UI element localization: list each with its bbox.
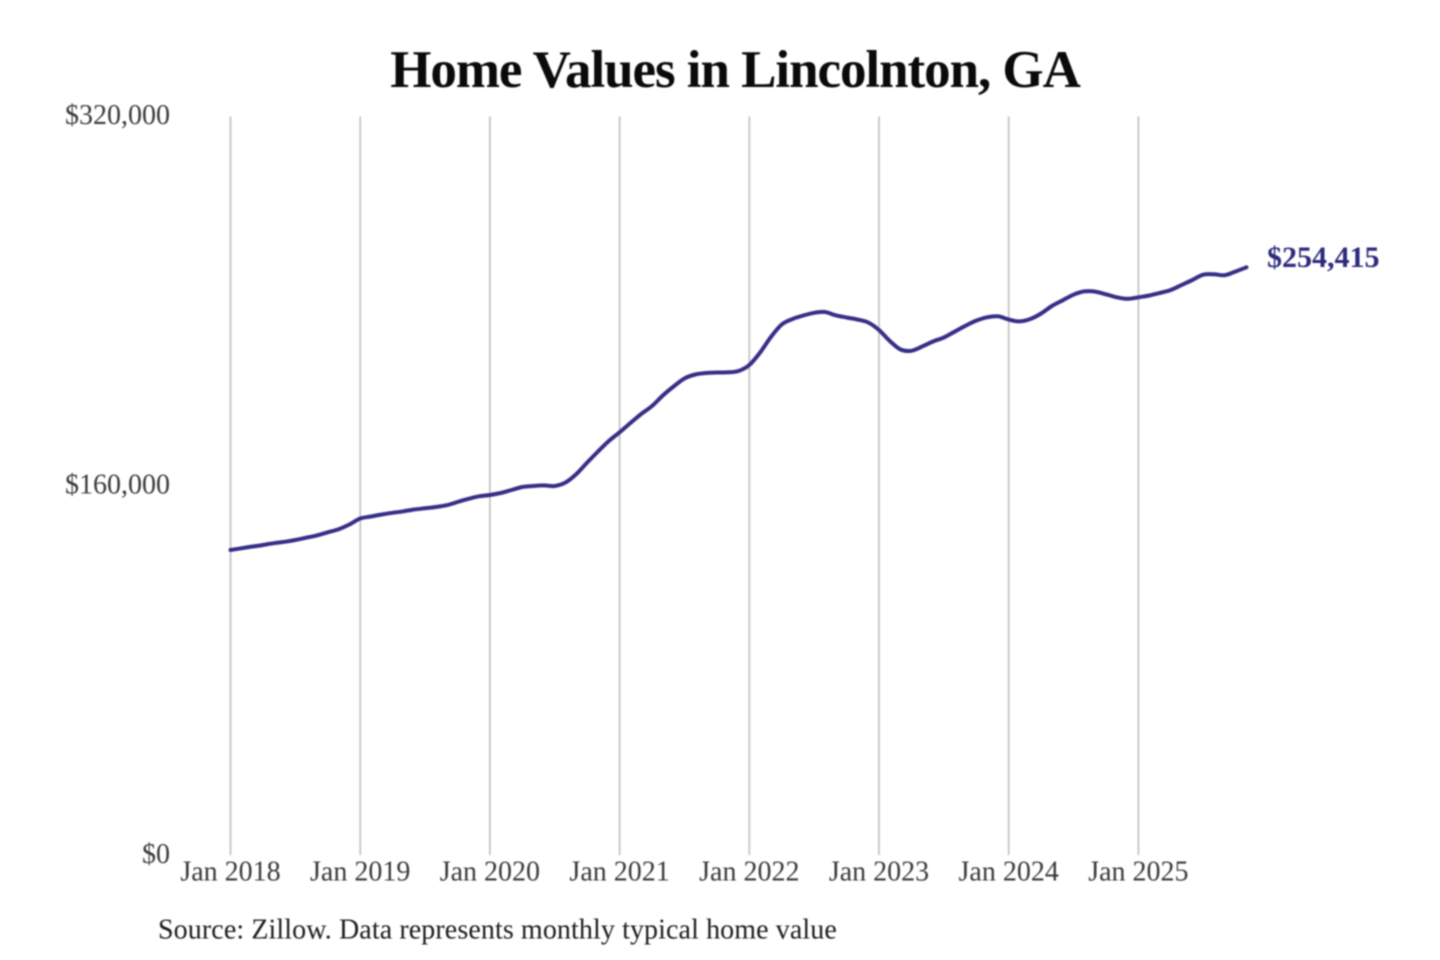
svg-text:$320,000: $320,000 (65, 100, 170, 131)
svg-text:$160,000: $160,000 (65, 470, 170, 501)
svg-text:Jan 2019: Jan 2019 (310, 857, 410, 888)
svg-text:Source: Zillow. Data represent: Source: Zillow. Data represents monthly … (158, 915, 837, 946)
svg-text:Jan 2021: Jan 2021 (569, 857, 669, 888)
svg-text:Jan 2025: Jan 2025 (1088, 857, 1188, 888)
svg-text:Jan 2024: Jan 2024 (959, 857, 1059, 888)
svg-text:Home Values in Lincolnton, GA: Home Values in Lincolnton, GA (390, 41, 1080, 99)
svg-text:Jan 2023: Jan 2023 (829, 857, 929, 888)
svg-text:Jan 2018: Jan 2018 (180, 857, 280, 888)
svg-text:$254,415: $254,415 (1267, 241, 1380, 274)
svg-text:$0: $0 (142, 839, 170, 870)
svg-text:Jan 2020: Jan 2020 (440, 857, 540, 888)
svg-text:Jan 2022: Jan 2022 (699, 857, 799, 888)
